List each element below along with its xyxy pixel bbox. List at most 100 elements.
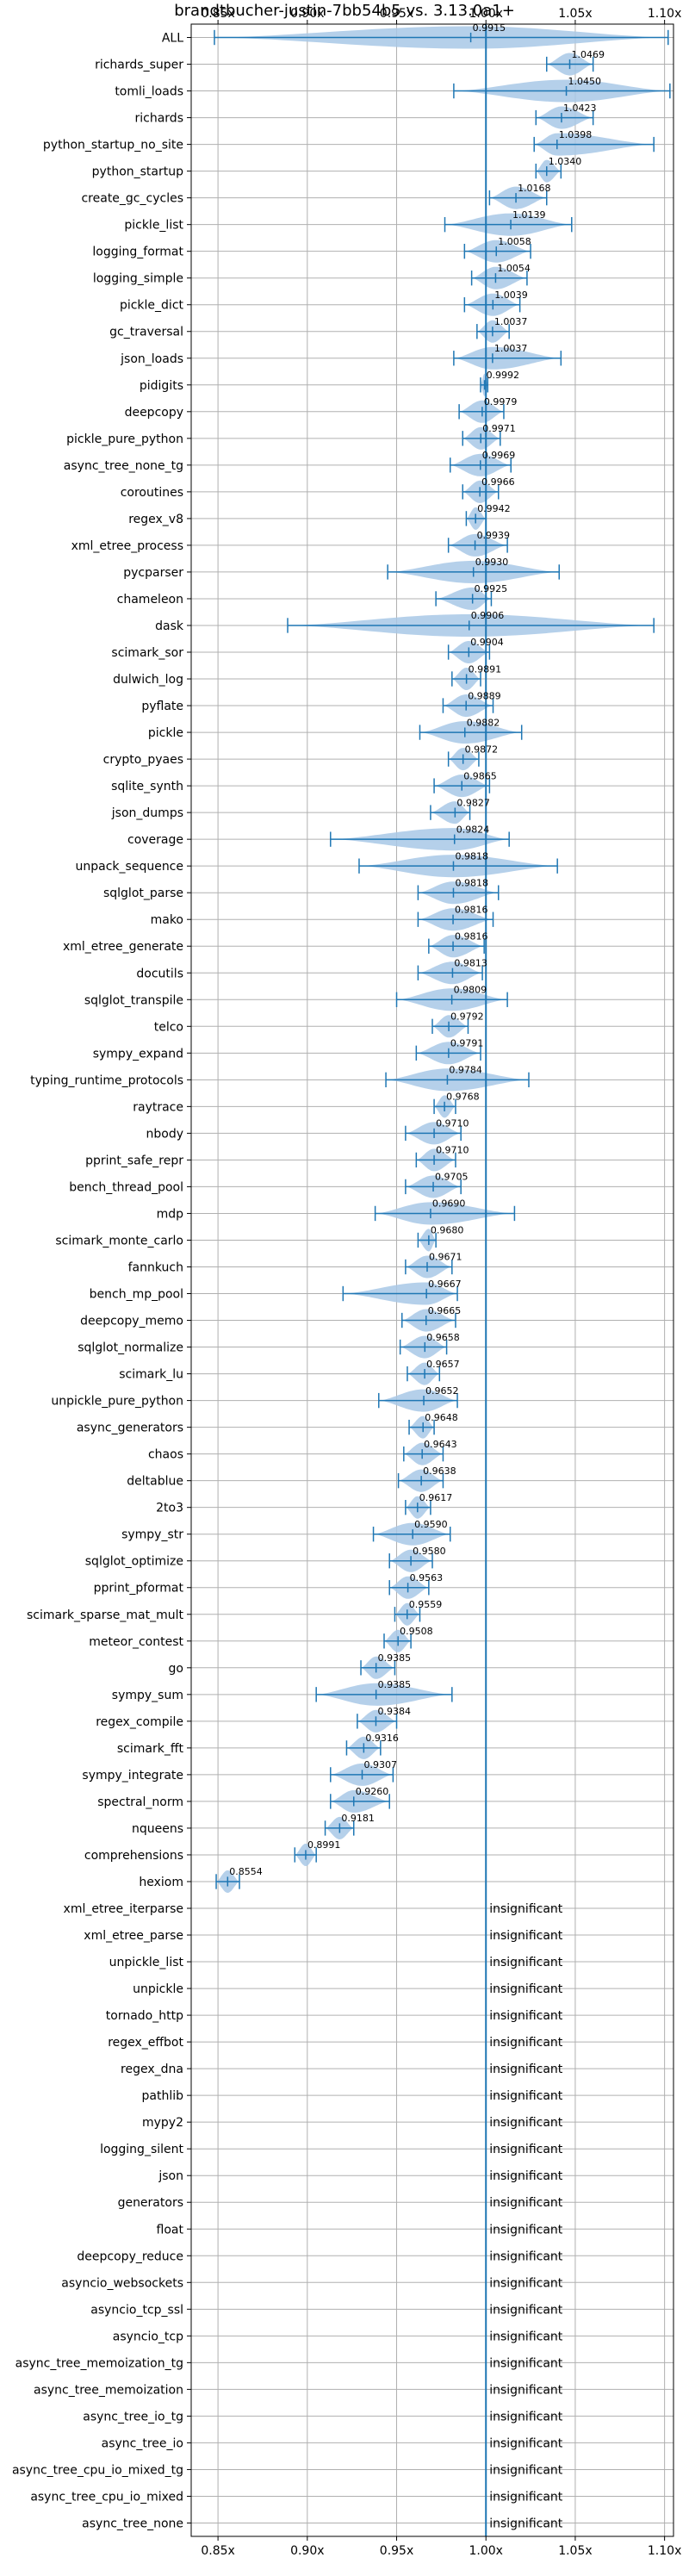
- category-label: unpickle_pure_python: [51, 1395, 183, 1409]
- value-label: 0.9316: [365, 1733, 399, 1744]
- value-label: 0.9925: [475, 583, 508, 594]
- category-label: scimark_sor: [111, 646, 183, 660]
- x-tick-label-bottom: 1.00x: [469, 2544, 502, 2558]
- category-label: chameleon: [117, 593, 183, 607]
- insignificant-label: insignificant: [489, 2089, 563, 2103]
- chart-title: brandtbucher-justin-7bb54b5 vs. 3.13.0a1…: [174, 2, 515, 20]
- value-label: 0.9667: [428, 1279, 461, 1290]
- insignificant-label: insignificant: [489, 1902, 563, 1916]
- insignificant-label: insignificant: [489, 1929, 563, 1943]
- category-label: pickle_pure_python: [66, 432, 183, 446]
- category-label: async_tree_none_tg: [64, 459, 183, 473]
- value-label: 0.9969: [482, 450, 516, 461]
- category-label: comprehensions: [84, 1849, 183, 1863]
- category-label: generators: [118, 2196, 183, 2210]
- category-label: scimark_monte_carlo: [55, 1234, 183, 1248]
- category-label: scimark_lu: [119, 1368, 183, 1382]
- category-label: deepcopy: [125, 406, 183, 420]
- category-label: richards_super: [95, 59, 183, 72]
- value-label: 0.9813: [454, 958, 487, 969]
- category-label: unpickle: [133, 1982, 183, 1996]
- category-label: mako: [151, 913, 183, 927]
- category-label: bench_thread_pool: [69, 1180, 183, 1194]
- category-label: nbody: [146, 1127, 184, 1141]
- category-label: pprint_safe_repr: [85, 1154, 183, 1167]
- x-tick-label-top: 0.95x: [380, 7, 413, 21]
- x-tick-label-top: 1.00x: [469, 7, 502, 21]
- insignificant-label: insignificant: [489, 1956, 563, 1969]
- value-label: 0.9385: [378, 1652, 412, 1664]
- value-label: 0.9710: [436, 1118, 469, 1129]
- category-label: dask: [155, 619, 184, 633]
- insignificant-label: insignificant: [489, 2009, 563, 2023]
- category-label: sympy_integrate: [82, 1769, 183, 1783]
- value-label: 0.9385: [378, 1679, 412, 1690]
- insignificant-label: insignificant: [489, 2410, 563, 2424]
- category-label: coverage: [127, 833, 183, 847]
- category-label: scimark_fft: [117, 1742, 184, 1756]
- value-label: 1.0423: [563, 103, 597, 114]
- category-label: json: [158, 2169, 183, 2183]
- value-label: 0.9992: [487, 370, 520, 381]
- category-label: spectral_norm: [97, 1795, 183, 1809]
- category-label: pidigits: [140, 379, 183, 393]
- category-label: bench_mp_pool: [90, 1288, 183, 1302]
- category-label: async_tree_none: [82, 2517, 183, 2530]
- category-label: logging_simple: [93, 272, 183, 286]
- value-label: 1.0054: [497, 263, 531, 274]
- category-label: async_tree_cpu_io_mixed_tg: [12, 2463, 183, 2477]
- insignificant-label: insignificant: [489, 2223, 563, 2237]
- value-label: 0.9658: [426, 1332, 460, 1343]
- category-label: asyncio_tcp_ssl: [90, 2303, 183, 2317]
- value-label: 0.9891: [469, 663, 502, 675]
- category-label: hexiom: [139, 1876, 183, 1889]
- plot-frame: [190, 23, 674, 2537]
- value-label: 0.9979: [484, 396, 518, 408]
- value-label: 0.9384: [377, 1706, 411, 1717]
- category-label: dulwich_log: [113, 673, 183, 687]
- value-label: 0.9889: [468, 690, 501, 701]
- insignificant-label: insignificant: [489, 2143, 563, 2156]
- insignificant-label: insignificant: [489, 2249, 563, 2263]
- category-label: scimark_sparse_mat_mult: [27, 1608, 183, 1622]
- value-label: 0.9827: [456, 797, 490, 808]
- category-label: json_loads: [120, 352, 183, 366]
- category-label: json_dumps: [111, 806, 183, 820]
- category-label: crypto_pyaes: [103, 753, 183, 767]
- value-label: 0.9508: [400, 1626, 433, 1637]
- category-label: telco: [154, 1020, 183, 1034]
- category-label: mdp: [157, 1207, 184, 1221]
- category-label: chaos: [148, 1448, 183, 1462]
- value-label: 0.9816: [455, 904, 488, 915]
- value-label: 1.0139: [512, 209, 546, 221]
- category-label: async_tree_io_tg: [83, 2410, 183, 2424]
- axis-layer: 0.85x 0.85x 0.90x 0.90x 0.95x 0.95x 1.00x 1.00x…: [12, 7, 681, 2558]
- category-label: asyncio_websockets: [61, 2276, 183, 2290]
- value-label: 0.9643: [424, 1439, 456, 1450]
- label-layer: 0.9915 1.0469 1.0450 1.0423 1.0398 1.0340 1.01…: [229, 22, 605, 2531]
- category-label: regex_dna: [121, 2063, 183, 2076]
- category-label: docutils: [136, 967, 183, 980]
- value-label: 0.9652: [425, 1385, 459, 1397]
- value-label: 0.9816: [455, 930, 488, 942]
- value-label: 0.9971: [482, 423, 516, 434]
- value-label: 0.9580: [413, 1546, 445, 1557]
- value-label: 0.9705: [435, 1172, 469, 1183]
- category-label: pyflate: [141, 700, 183, 713]
- category-label: pycparser: [123, 566, 183, 580]
- insignificant-label: insignificant: [489, 2356, 563, 2370]
- category-label: logging_format: [92, 246, 183, 259]
- insignificant-label: insignificant: [489, 2490, 563, 2504]
- category-label: tornado_http: [106, 2009, 183, 2023]
- value-label: 0.8554: [229, 1866, 263, 1877]
- category-label: xml_etree_parse: [84, 1929, 183, 1943]
- x-tick-label-bottom: 0.95x: [380, 2544, 413, 2558]
- value-label: 0.9768: [446, 1092, 480, 1103]
- x-tick-label-top: 0.85x: [201, 7, 234, 21]
- category-label: pickle: [148, 726, 183, 740]
- value-label: 0.9657: [426, 1359, 460, 1370]
- category-label: sqlglot_transpile: [84, 993, 183, 1007]
- value-label: 0.9680: [431, 1225, 463, 1236]
- category-label: 2to3: [156, 1502, 183, 1515]
